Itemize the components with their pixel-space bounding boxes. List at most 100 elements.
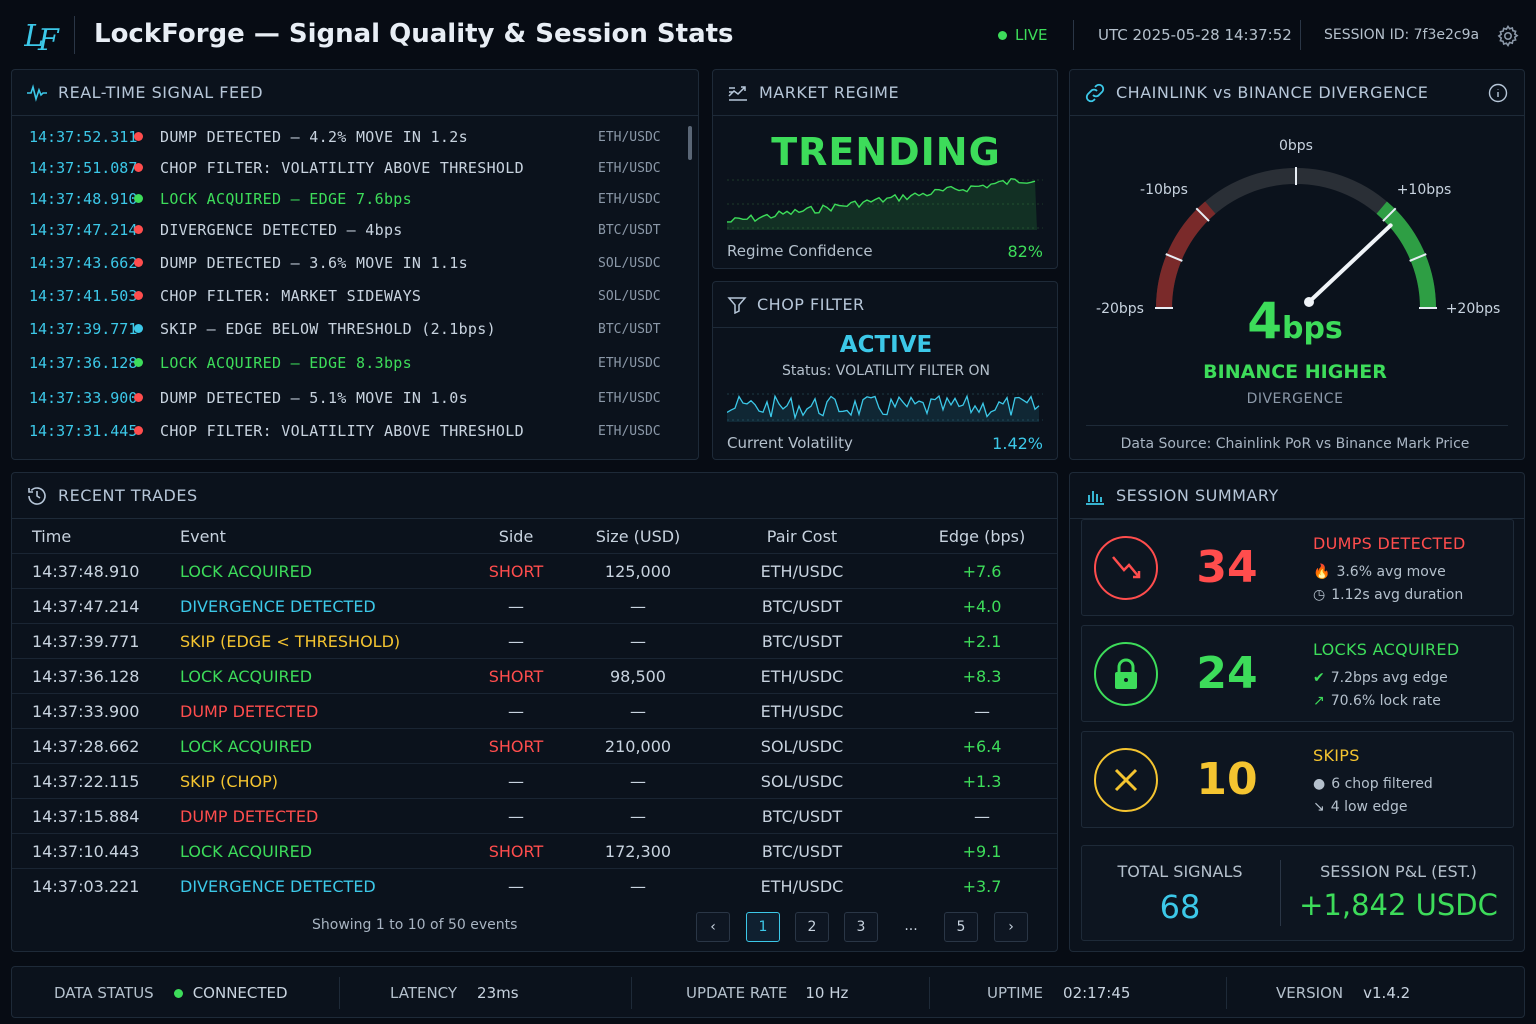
status-dot-icon xyxy=(134,225,143,234)
trade-event: LOCK ACQUIRED xyxy=(180,667,313,686)
col-header-pair[interactable]: Pair Cost xyxy=(766,527,838,546)
feed-row[interactable]: 14:37:48.910 LOCK ACQUIRED – EDGE 7.6bps E… xyxy=(12,186,692,212)
feed-message: CHOP FILTER: MARKET SIDEWAYS xyxy=(160,287,422,305)
volatility-sparkline xyxy=(727,393,1043,422)
feed-pair: ETH/USDC xyxy=(598,423,661,439)
prev-page-button[interactable]: ‹ xyxy=(696,912,730,942)
col-header-event[interactable]: Event xyxy=(180,527,226,546)
table-row[interactable]: 14:37:36.128 LOCK ACQUIRED SHORT 98,500 ETH/… xyxy=(12,658,1057,693)
utc-clock: UTC 2025-05-28 14:37:52 xyxy=(1098,26,1292,44)
trade-pair: SOL/USDC xyxy=(760,737,844,756)
feed-row[interactable]: 14:37:43.662 DUMP DETECTED – 3.6% MOVE IN… xyxy=(12,250,692,276)
trade-event: LOCK ACQUIRED xyxy=(180,737,313,756)
gauge-needle xyxy=(1307,223,1393,304)
feed-row[interactable]: 14:37:51.087 CHOP FILTER: VOLATILITY ABOV… xyxy=(12,155,692,181)
feed-row[interactable]: 14:37:33.900 DUMP DETECTED – 5.1% MOVE IN… xyxy=(12,385,692,411)
status-dot-icon xyxy=(134,393,143,402)
feed-pair: BTC/USDT xyxy=(598,321,661,337)
table-row[interactable]: 14:37:03.221 DIVERGENCE DETECTED — — ETH/USD… xyxy=(12,868,1057,903)
page-2-button[interactable]: 2 xyxy=(795,912,829,942)
feed-pair: ETH/USDC xyxy=(598,160,661,176)
feed-time: 14:37:36.128 xyxy=(29,354,138,372)
feed-row[interactable]: 14:37:41.503 CHOP FILTER: MARKET SIDEWAYS… xyxy=(12,283,692,309)
pagination-summary: Showing 1 to 10 of 50 events xyxy=(312,917,518,933)
gear-icon[interactable] xyxy=(1496,24,1520,48)
page-5-button[interactable]: 5 xyxy=(944,912,978,942)
table-row[interactable]: 14:37:10.443 LOCK ACQUIRED SHORT 172,300 BTC… xyxy=(12,833,1057,868)
col-header-size[interactable]: Size (USD) xyxy=(595,527,681,546)
trade-time: 14:37:36.128 xyxy=(32,667,140,686)
locks-rate: ↗ 70.6% lock rate xyxy=(1313,693,1441,709)
feed-message: SKIP – EDGE BELOW THRESHOLD (2.1bps) xyxy=(160,320,496,338)
app-title: LockForge — Signal Quality & Session Sta… xyxy=(94,19,734,49)
uptime-value: 02:17:45 xyxy=(1063,984,1131,1002)
col-header-side[interactable]: Side xyxy=(498,527,534,546)
info-icon[interactable] xyxy=(1488,83,1508,103)
feed-time: 14:37:48.910 xyxy=(29,190,138,208)
trade-time: 14:37:03.221 xyxy=(32,877,140,896)
col-header-edge[interactable]: Edge (bps) xyxy=(938,527,1026,546)
status-dot-icon xyxy=(134,426,143,435)
header-separator xyxy=(1073,20,1074,50)
page-ellipsis: ... xyxy=(904,918,918,934)
x-circle-icon xyxy=(1094,748,1158,812)
trade-time: 14:37:47.214 xyxy=(32,597,140,616)
trade-pair: BTC/USDT xyxy=(761,842,843,861)
skips-low-edge-text: 4 low edge xyxy=(1330,799,1408,815)
trade-event: LOCK ACQUIRED xyxy=(180,562,313,581)
col-header-time[interactable]: Time xyxy=(32,527,72,546)
gauge-tick xyxy=(1382,207,1397,222)
feed-row[interactable]: 14:37:47.214 DIVERGENCE DETECTED – 4bps BT… xyxy=(12,217,692,243)
trade-edge: +7.6 xyxy=(962,562,1002,581)
trade-size: — xyxy=(630,632,646,651)
table-row[interactable]: 14:37:33.900 DUMP DETECTED — — ETH/USDC — xyxy=(12,693,1057,728)
feed-row[interactable]: 14:37:36.128 LOCK ACQUIRED – EDGE 8.3bps E… xyxy=(12,350,692,376)
trade-event: DUMP DETECTED xyxy=(180,807,319,826)
table-row[interactable]: 14:37:48.910 LOCK ACQUIRED SHORT 125,000 ETH… xyxy=(12,553,1057,588)
session-pnl-value: +1,842 USDC xyxy=(1299,888,1498,922)
table-row[interactable]: 14:37:47.214 DIVERGENCE DETECTED — — BTC/USD… xyxy=(12,588,1057,623)
trade-event: LOCK ACQUIRED xyxy=(180,842,313,861)
table-row[interactable]: 14:37:39.771 SKIP (EDGE < THRESHOLD) — — BTC… xyxy=(12,623,1057,658)
svg-text:F: F xyxy=(37,23,60,54)
table-row[interactable]: 14:37:22.115 SKIP (CHOP) — — SOL/USDC +1.3 xyxy=(12,763,1057,798)
status-dot-icon xyxy=(134,291,143,300)
feed-time: 14:37:47.214 xyxy=(29,221,138,239)
feed-row[interactable]: 14:37:31.445 CHOP FILTER: VOLATILITY ABOV… xyxy=(12,418,692,444)
locks-label: LOCKS ACQUIRED xyxy=(1313,640,1460,659)
feed-pair: SOL/USDC xyxy=(598,288,661,304)
trade-pair: ETH/USDC xyxy=(760,702,844,721)
page-1-button[interactable]: 1 xyxy=(746,912,780,942)
next-page-button[interactable]: › xyxy=(994,912,1028,942)
page-3-button[interactable]: 3 xyxy=(844,912,878,942)
svg-text:L: L xyxy=(24,19,44,54)
dumps-avg-move: 🔥 3.6% avg move xyxy=(1313,564,1446,580)
feed-row[interactable]: 14:37:39.771 SKIP – EDGE BELOW THRESHOLD … xyxy=(12,316,692,342)
check-circle-icon: ✔ xyxy=(1313,670,1325,686)
feed-scrollbar[interactable] xyxy=(688,126,692,160)
live-dot-icon xyxy=(998,30,1007,40)
divergence-header: CHAINLINK vs BINANCE DIVERGENCE xyxy=(1070,70,1524,116)
skips-low-edge: ↘ 4 low edge xyxy=(1313,799,1407,815)
feed-time: 14:37:39.771 xyxy=(29,320,138,338)
status-dot-icon xyxy=(134,258,143,267)
gauge-tick-label: 0bps xyxy=(1279,138,1313,154)
trade-size: — xyxy=(630,877,646,896)
gauge-tick-label: +20bps xyxy=(1446,301,1501,317)
dumps-avg-duration: ◷ 1.12s avg duration xyxy=(1313,587,1463,603)
chop-state: ACTIVE xyxy=(839,332,933,358)
data-status: DATA STATUS CONNECTED xyxy=(54,984,288,1002)
latency-value: 23ms xyxy=(477,984,519,1002)
feed-time: 14:37:33.900 xyxy=(29,389,138,407)
trade-time: 14:37:10.443 xyxy=(32,842,140,861)
trade-event: DIVERGENCE DETECTED xyxy=(180,597,376,616)
regime-confidence-label: Regime Confidence xyxy=(727,242,873,260)
flame-icon: 🔥 xyxy=(1313,564,1331,580)
trade-event: SKIP (EDGE < THRESHOLD) xyxy=(180,632,401,651)
locks-count: 24 xyxy=(1196,648,1258,699)
footer-separator xyxy=(631,977,632,1009)
session-summary-title: SESSION SUMMARY xyxy=(1116,486,1279,505)
table-row[interactable]: 14:37:15.884 DUMP DETECTED — — BTC/USDT — xyxy=(12,798,1057,833)
table-row[interactable]: 14:37:28.662 LOCK ACQUIRED SHORT 210,000 SOL… xyxy=(12,728,1057,763)
feed-row[interactable]: 14:37:52.311 DUMP DETECTED – 4.2% MOVE IN… xyxy=(12,124,692,150)
